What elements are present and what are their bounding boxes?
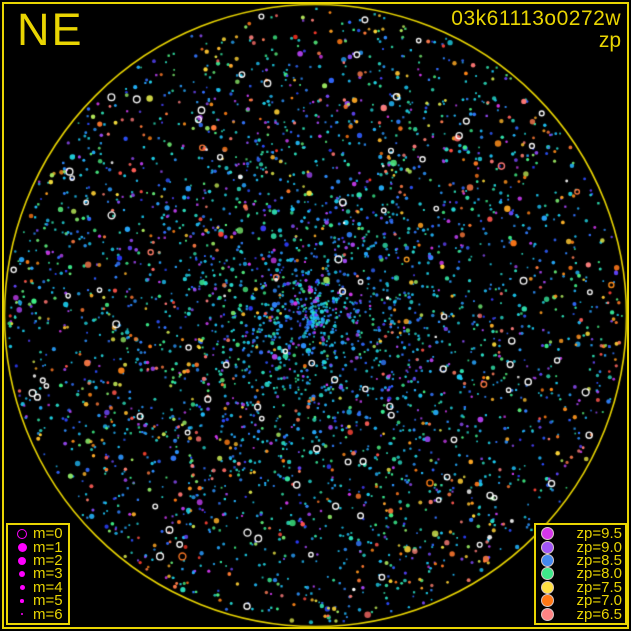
legend-item: zp=7.5: [539, 578, 622, 596]
magnitude-legend: m=0 m=1 m=2 m=3 m=4 m=5 m=6: [6, 523, 70, 625]
zp-marker-icon: [539, 541, 556, 553]
legend-label: zp=8.5: [576, 552, 622, 570]
legend-label: zp=6.5: [576, 605, 622, 623]
legend-item: zp=7.0: [539, 592, 622, 610]
m-marker-icon: [11, 599, 33, 603]
legend-label: zp=9.0: [576, 538, 622, 556]
legend-item: zp=9.0: [539, 538, 622, 556]
legend-label: m=2: [33, 552, 63, 570]
m-marker-icon: [11, 528, 33, 539]
zp-marker-icon: [539, 608, 556, 620]
zp-marker-icon: [539, 595, 556, 607]
legend-label: m=0: [33, 525, 63, 543]
legend-label: m=4: [33, 578, 63, 596]
zp-marker-icon: [539, 581, 556, 593]
legend-item: m=6: [11, 605, 65, 623]
orientation-label: NE: [17, 4, 84, 55]
zp-marker-icon: [539, 555, 556, 567]
legend-label: zp=7.0: [576, 592, 622, 610]
legend-item: zp=8.0: [539, 565, 622, 583]
legend-item: zp=9.5: [539, 525, 622, 543]
m-marker-icon: [11, 613, 33, 616]
legend-label: m=3: [33, 565, 63, 583]
legend-item: zp=6.5: [539, 605, 622, 623]
zp-marker-icon: [539, 528, 556, 540]
colorbar-label: zp: [598, 29, 621, 52]
plot-title: 03k61113o0272w: [451, 7, 621, 30]
m-marker-icon: [11, 570, 33, 578]
legend-label: zp=9.5: [576, 525, 622, 543]
legend-item: m=2: [11, 552, 65, 570]
legend-label: m=5: [33, 592, 63, 610]
m-marker-icon: [11, 556, 33, 565]
legend-label: zp=8.0: [576, 565, 622, 583]
legend-item: m=3: [11, 565, 65, 583]
m-marker-icon: [11, 584, 33, 590]
legend-label: zp=7.5: [576, 578, 622, 596]
zeropoint-legend: zp=9.5 zp=9.0 zp=8.5 zp=8.0 zp=7.5 zp=7.0 zp=6…: [534, 523, 627, 625]
legend-item: m=0: [11, 525, 65, 543]
legend-item: m=1: [11, 538, 65, 556]
m-marker-icon: [11, 542, 33, 552]
legend-label: m=1: [33, 538, 63, 556]
legend-item: m=5: [11, 592, 65, 610]
legend-item: zp=8.5: [539, 552, 622, 570]
legend-label: m=6: [33, 605, 63, 623]
zp-marker-icon: [539, 568, 556, 580]
legend-item: m=4: [11, 578, 65, 596]
